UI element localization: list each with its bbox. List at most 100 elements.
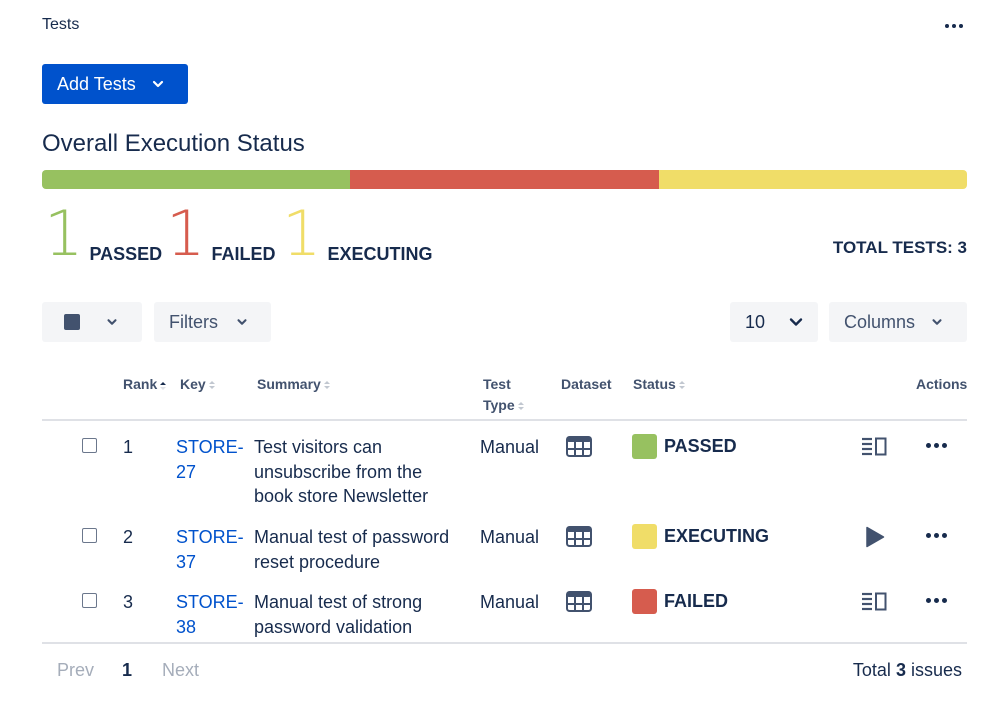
row-issue-key-line2: 37 <box>176 551 197 572</box>
table-footer-divider <box>42 642 967 644</box>
dataset-grid-icon[interactable] <box>566 436 592 457</box>
page-size-value: 10 <box>745 311 766 332</box>
prev-page-button[interactable]: Prev <box>57 660 95 680</box>
columns-button[interactable]: Columns <box>829 302 967 342</box>
column-header-actions: Actions <box>916 376 968 392</box>
row-summary: Manual test of password reset procedure <box>254 525 449 574</box>
row-summary-line2: unsubscribe from the <box>254 461 423 482</box>
play-icon[interactable] <box>865 526 885 548</box>
next-page-button[interactable]: Next <box>162 660 200 680</box>
column-header-summary-label: Summary <box>257 376 321 392</box>
row-summary-line1: Manual test of strong <box>254 592 423 612</box>
row-summary-line1: Manual test of password <box>254 527 450 547</box>
row-checkbox[interactable] <box>82 593 97 608</box>
row-checkbox[interactable] <box>82 528 97 543</box>
status-swatch <box>632 589 657 614</box>
table-header-divider <box>42 419 967 421</box>
total-issues-suffix: issues <box>910 660 962 680</box>
row-issue-key-line1: STORE- <box>176 437 244 457</box>
row-issue-key-line1: STORE- <box>176 527 244 547</box>
column-header-test-type-line2: Type <box>483 397 515 413</box>
add-tests-button[interactable]: Add Tests <box>42 64 188 104</box>
row-rank: 2 <box>123 527 134 547</box>
execution-progress-bar <box>42 170 967 189</box>
column-header-status[interactable]: Status <box>633 374 686 395</box>
column-header-key[interactable]: Key <box>180 374 216 395</box>
column-header-rank[interactable]: Rank <box>123 374 167 395</box>
more-actions-button[interactable] <box>942 14 966 38</box>
row-summary-line2: reset procedure <box>254 551 381 572</box>
stat-failed-count: 1 <box>166 197 206 270</box>
progress-segment-failed <box>350 170 659 189</box>
more-icon <box>945 24 963 28</box>
row-test-type: Manual <box>480 437 540 457</box>
row-summary-line3: book store Newsletter <box>254 486 429 506</box>
row-status: EXECUTING <box>632 524 769 549</box>
sort-icon <box>678 381 685 390</box>
row-checkbox[interactable] <box>82 438 97 453</box>
total-issues-prefix: Total <box>852 660 891 680</box>
row-summary: Manual test of strong password validatio… <box>254 590 422 639</box>
stat-failed-label: FAILED <box>211 244 276 264</box>
row-test-type: Manual <box>480 527 540 547</box>
filters-label: Filters <box>169 311 218 332</box>
column-header-summary[interactable]: Summary <box>257 374 331 395</box>
page-size-select[interactable]: 10 <box>730 302 818 342</box>
status-swatch <box>632 524 657 549</box>
chevron-down-icon <box>237 319 247 325</box>
stat-passed-label: PASSED <box>89 244 163 264</box>
column-header-dataset: Dataset <box>561 376 612 392</box>
row-status: FAILED <box>632 589 728 614</box>
sort-icon <box>208 381 215 390</box>
row-more-button[interactable] <box>926 598 947 603</box>
row-test-type: Manual <box>480 592 540 612</box>
column-header-test-type[interactable]: Test Type <box>483 374 525 416</box>
bulk-select-button[interactable] <box>42 302 142 342</box>
stat-passed-count: 1 <box>44 197 84 270</box>
status-label: PASSED <box>664 436 737 456</box>
panel-title: Tests <box>42 16 80 33</box>
more-icon <box>926 533 947 538</box>
row-status: PASSED <box>632 434 737 459</box>
row-issue-key[interactable]: STORE- 37 <box>176 525 244 574</box>
row-more-button[interactable] <box>926 443 947 448</box>
chevron-down-icon <box>932 319 942 325</box>
column-header-test-type-line1: Test <box>483 376 511 392</box>
details-icon[interactable] <box>861 592 887 611</box>
total-tests: TOTAL TESTS: 3 <box>832 238 967 257</box>
row-issue-key[interactable]: STORE- 27 <box>176 435 244 484</box>
row-rank: 3 <box>123 592 134 612</box>
total-issues-count: 3 <box>895 660 906 680</box>
row-issue-key-line2: 27 <box>176 461 197 482</box>
stat-executing-label: EXECUTING <box>327 244 433 264</box>
select-square-icon <box>64 314 80 330</box>
more-icon <box>926 443 947 448</box>
sort-icon <box>323 381 330 390</box>
row-summary: Test visitors can unsubscribe from the b… <box>254 435 428 509</box>
stat-passed: 1 PASSED <box>44 197 163 270</box>
stat-executing-count: 1 <box>282 197 322 270</box>
filters-button[interactable]: Filters <box>154 302 271 342</box>
stat-executing: 1 EXECUTING <box>282 197 433 270</box>
row-issue-key-line1: STORE- <box>176 592 244 612</box>
progress-segment-executing <box>658 170 967 189</box>
dataset-grid-icon[interactable] <box>566 591 592 612</box>
dataset-grid-icon[interactable] <box>566 526 592 547</box>
add-tests-label: Add Tests <box>57 73 136 94</box>
total-issues: Total 3 issues <box>853 660 962 681</box>
more-icon <box>926 598 947 603</box>
status-swatch <box>632 434 657 459</box>
row-issue-key[interactable]: STORE- 38 <box>176 590 244 639</box>
status-label: EXECUTING <box>664 526 770 546</box>
row-summary-line1: Test visitors can <box>254 437 383 457</box>
section-title: Overall Execution Status <box>42 130 305 157</box>
details-icon[interactable] <box>861 437 887 456</box>
row-summary-line2: password validation <box>254 616 413 637</box>
column-header-rank-label: Rank <box>123 376 158 392</box>
status-label: FAILED <box>664 591 729 611</box>
sort-icon <box>517 402 524 411</box>
stat-failed: 1 FAILED <box>166 197 276 270</box>
chevron-down-icon <box>107 319 117 325</box>
page-number-current[interactable]: 1 <box>122 660 133 680</box>
row-more-button[interactable] <box>926 533 947 538</box>
